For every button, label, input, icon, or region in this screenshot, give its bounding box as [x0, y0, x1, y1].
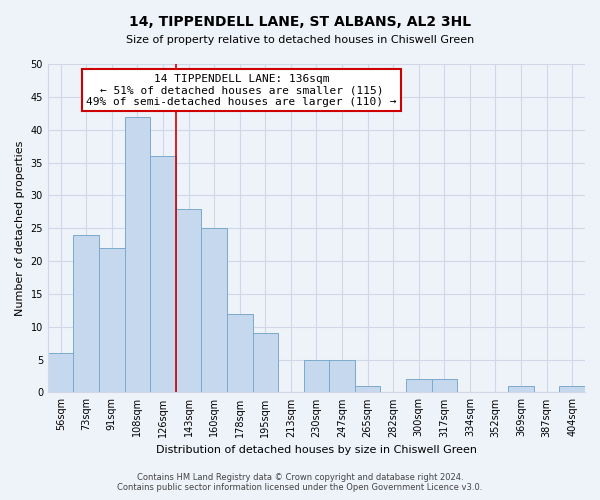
- Text: 14, TIPPENDELL LANE, ST ALBANS, AL2 3HL: 14, TIPPENDELL LANE, ST ALBANS, AL2 3HL: [129, 15, 471, 29]
- Bar: [431, 380, 457, 392]
- Bar: [406, 380, 431, 392]
- Bar: [559, 386, 585, 392]
- Text: Size of property relative to detached houses in Chiswell Green: Size of property relative to detached ho…: [126, 35, 474, 45]
- Text: Contains HM Land Registry data © Crown copyright and database right 2024.
Contai: Contains HM Land Registry data © Crown c…: [118, 473, 482, 492]
- Bar: [202, 228, 227, 392]
- X-axis label: Distribution of detached houses by size in Chiswell Green: Distribution of detached houses by size …: [156, 445, 477, 455]
- Text: 14 TIPPENDELL LANE: 136sqm
← 51% of detached houses are smaller (115)
49% of sem: 14 TIPPENDELL LANE: 136sqm ← 51% of deta…: [86, 74, 397, 107]
- Bar: [150, 156, 176, 392]
- Bar: [355, 386, 380, 392]
- Bar: [125, 116, 150, 392]
- Bar: [508, 386, 534, 392]
- Bar: [48, 353, 73, 393]
- Bar: [99, 248, 125, 392]
- Bar: [73, 235, 99, 392]
- Bar: [329, 360, 355, 392]
- Bar: [304, 360, 329, 392]
- Bar: [227, 314, 253, 392]
- Y-axis label: Number of detached properties: Number of detached properties: [15, 140, 25, 316]
- Bar: [176, 208, 202, 392]
- Bar: [253, 334, 278, 392]
